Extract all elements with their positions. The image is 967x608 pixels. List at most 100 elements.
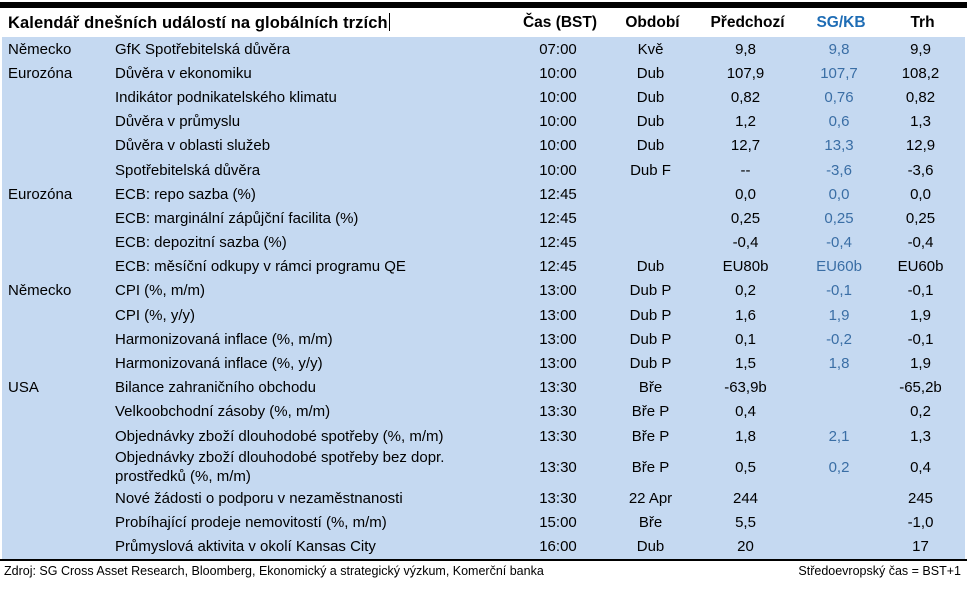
cell-sgkb: 1,9 — [828, 306, 850, 324]
cell-previous: 0,4 — [735, 403, 756, 421]
table-row: Průmyslová aktivita v okolí Kansas City … — [2, 535, 965, 559]
cell-previous: 0,1 — [735, 330, 756, 348]
column-header-market: Trh — [910, 13, 935, 31]
cell-event: ECB: repo sazba (%) — [115, 185, 256, 203]
cell-time: 12:45 — [539, 185, 577, 203]
cell-event: Důvěra v průmyslu — [115, 113, 241, 131]
cell-market: 0,0 — [910, 185, 931, 203]
cell-previous: 0,2 — [735, 282, 756, 300]
cell-time: 16:00 — [539, 538, 577, 556]
cell-sgkb: -0,4 — [826, 234, 852, 252]
cell-event: Indikátor podnikatelského klimatu — [115, 88, 337, 106]
cell-time: 13:00 — [539, 330, 577, 348]
cell-period: Bře P — [631, 427, 670, 445]
cell-sgkb: 0,25 — [824, 209, 854, 227]
cell-time: 12:45 — [539, 258, 577, 276]
cell-time: 10:00 — [539, 88, 577, 106]
table-row: Harmonizovaná inflace (%, y/y) 13:00 Dub… — [2, 351, 965, 375]
cell-time: 07:00 — [539, 40, 577, 58]
cell-event: Objednávky zboží dlouhodobé spotřeby (%,… — [115, 427, 444, 445]
table-body: Německo GfK Spotřebitelská důvěra 07:00 … — [2, 37, 965, 559]
cell-sgkb: 0,0 — [828, 185, 850, 203]
cell-period: Dub F — [630, 161, 671, 179]
table-row: CPI (%, y/y) 13:00 Dub P 1,6 1,9 1,9 — [2, 303, 965, 327]
cell-market: 1,9 — [910, 355, 931, 373]
cell-event: Průmyslová aktivita v okolí Kansas City — [115, 538, 376, 556]
cell-market: 0,2 — [910, 403, 931, 421]
cell-market: -0,1 — [907, 330, 934, 348]
cell-previous: 9,8 — [735, 40, 756, 58]
cell-time: 10:00 — [539, 161, 577, 179]
cell-sgkb: 107,7 — [820, 64, 858, 82]
table-row: Spotřebitelská důvěra 10:00 Dub F -- -3,… — [2, 158, 965, 182]
cell-period: Dub — [636, 64, 665, 82]
cell-period: Kvě — [637, 40, 664, 58]
cell-previous: 107,9 — [726, 64, 765, 82]
cell-sgkb: -3,6 — [826, 161, 852, 179]
cell-time: 15:00 — [539, 513, 577, 531]
page-title: Kalendář dnešních událostí na globálních… — [8, 12, 510, 33]
cell-market: 12,9 — [905, 137, 936, 155]
cell-event: ECB: měsíční odkupy v rámci programu QE — [115, 258, 406, 276]
cell-time: 13:30 — [539, 458, 577, 476]
cell-previous: 0,0 — [735, 185, 756, 203]
cell-time: 13:00 — [539, 355, 577, 373]
cell-time: 13:00 — [539, 306, 577, 324]
cell-market: 0,82 — [905, 88, 936, 106]
cell-time: 12:45 — [539, 234, 577, 252]
cell-event: Harmonizovaná inflace (%, m/m) — [115, 330, 333, 348]
table-header-row: Kalendář dnešních událostí na globálních… — [0, 8, 967, 37]
table-row: Objednávky zboží dlouhodobé spotřeby bez… — [2, 448, 965, 486]
table-row: Velkoobchodní zásoby (%, m/m) 13:30 Bře … — [2, 400, 965, 424]
cell-sgkb: -0,1 — [826, 282, 852, 300]
cell-period: Bře P — [631, 403, 670, 421]
cell-sgkb: 1,8 — [828, 355, 850, 373]
cell-sgkb: 0,6 — [828, 113, 850, 131]
cell-time: 13:00 — [539, 282, 577, 300]
cell-time: 10:00 — [539, 113, 577, 131]
cell-market: -1,0 — [907, 513, 934, 531]
cell-sgkb: 13,3 — [824, 137, 854, 155]
cell-period: Bře P — [631, 458, 670, 476]
column-header-sgkb: SG/KB — [816, 13, 866, 31]
cell-market: -0,4 — [907, 234, 934, 252]
cell-market: -3,6 — [907, 161, 934, 179]
cell-market: 1,3 — [910, 427, 931, 445]
timezone-note: Středoevropský čas = BST+1 — [798, 563, 961, 578]
cell-time: 13:30 — [539, 403, 577, 421]
cell-period: Bře — [638, 379, 663, 397]
cell-previous: 0,5 — [735, 458, 756, 476]
column-header-previous: Předchozí — [710, 13, 785, 31]
cell-sgkb: 0,76 — [824, 88, 854, 106]
text-cursor — [388, 12, 391, 31]
cell-market: 0,25 — [905, 209, 936, 227]
cell-event: ECB: marginální zápůjční facilita (%) — [115, 209, 359, 227]
cell-event: Velkoobchodní zásoby (%, m/m) — [115, 403, 331, 421]
cell-market: 0,4 — [910, 458, 931, 476]
cell-previous: 244 — [732, 489, 759, 507]
cell-previous: 5,5 — [735, 513, 756, 531]
cell-event: Důvěra v oblasti služeb — [115, 137, 271, 155]
cell-previous: 0,25 — [730, 209, 761, 227]
table-row: Nové žádosti o podporu v nezaměstnanosti… — [2, 486, 965, 510]
table-row: Německo GfK Spotřebitelská důvěra 07:00 … — [2, 37, 965, 61]
cell-period: Dub — [636, 538, 665, 556]
cell-previous: 0,82 — [730, 88, 761, 106]
cell-event: Objednávky zboží dlouhodobé spotřeby bez… — [115, 449, 445, 486]
cell-market: 1,3 — [910, 113, 931, 131]
table-row: Harmonizovaná inflace (%, m/m) 13:00 Dub… — [2, 327, 965, 351]
cell-event: Probíhající prodeje nemovitostí (%, m/m) — [115, 513, 387, 531]
cell-previous: 20 — [737, 538, 754, 556]
cell-market: EU60b — [897, 258, 944, 276]
cell-previous: 1,8 — [735, 427, 756, 445]
cell-event: Harmonizovaná inflace (%, y/y) — [115, 355, 323, 373]
cell-previous: -63,9b — [724, 379, 767, 397]
column-header-period: Období — [625, 13, 680, 31]
cell-period: Dub — [636, 258, 665, 276]
cell-previous: EU80b — [722, 258, 769, 276]
cell-market: 108,2 — [901, 64, 940, 82]
cell-previous: 1,2 — [735, 113, 756, 131]
cell-region: USA — [8, 379, 39, 397]
cell-sgkb: 0,2 — [828, 458, 850, 476]
cell-previous: 12,7 — [730, 137, 761, 155]
